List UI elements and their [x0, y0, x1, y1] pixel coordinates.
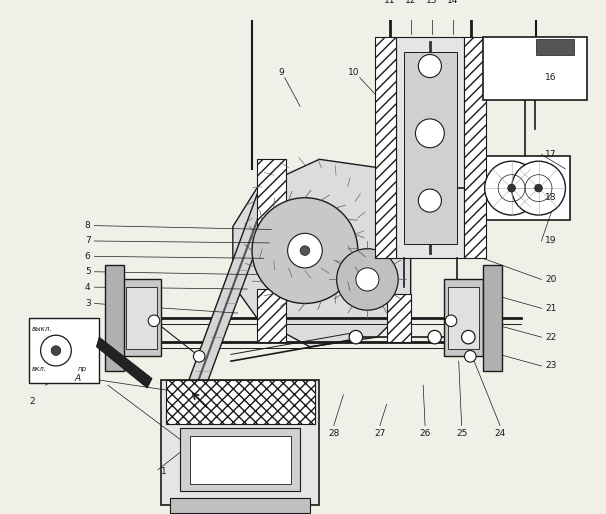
Text: вкл.: вкл.	[32, 366, 47, 372]
Text: выкл.: выкл.	[32, 326, 53, 333]
Bar	[190, 436, 290, 484]
Bar	[536, 39, 574, 54]
Circle shape	[252, 198, 358, 303]
Circle shape	[41, 335, 72, 366]
Bar	[404, 51, 457, 244]
Text: 2: 2	[29, 397, 35, 406]
Bar	[161, 380, 319, 505]
Text: 16: 16	[545, 73, 557, 82]
Circle shape	[428, 331, 441, 344]
Circle shape	[356, 268, 379, 291]
Text: 28: 28	[328, 429, 339, 438]
Polygon shape	[96, 337, 152, 388]
Bar	[387, 169, 411, 246]
Text: 25: 25	[456, 429, 467, 438]
Text: пр: пр	[78, 366, 87, 372]
Text: 3: 3	[85, 299, 90, 308]
Circle shape	[288, 233, 322, 268]
Text: 6: 6	[85, 252, 90, 261]
Bar	[257, 289, 285, 342]
Circle shape	[462, 331, 475, 344]
Text: 15: 15	[545, 42, 557, 51]
Bar	[464, 37, 485, 259]
Bar	[396, 37, 464, 259]
Text: 5: 5	[85, 267, 90, 276]
Polygon shape	[233, 159, 411, 347]
Bar	[387, 294, 411, 342]
Text: 14: 14	[447, 0, 459, 5]
Bar	[122, 280, 161, 356]
Text: 26: 26	[419, 429, 431, 438]
Text: 7: 7	[85, 236, 90, 246]
Circle shape	[418, 189, 441, 212]
Text: 19: 19	[545, 236, 557, 246]
Circle shape	[508, 185, 516, 192]
Text: 24: 24	[494, 429, 505, 438]
Text: 18: 18	[545, 193, 557, 202]
Circle shape	[349, 331, 362, 344]
Text: 27: 27	[375, 429, 385, 438]
Text: А: А	[74, 374, 81, 383]
Text: 1: 1	[161, 467, 167, 476]
Bar	[165, 380, 315, 424]
Circle shape	[337, 249, 398, 310]
Text: 10: 10	[348, 68, 360, 77]
Circle shape	[416, 119, 444, 148]
Circle shape	[534, 185, 542, 192]
Bar	[105, 265, 124, 371]
Bar	[126, 287, 157, 348]
Circle shape	[418, 54, 441, 78]
Bar	[375, 37, 396, 259]
Text: 4: 4	[85, 283, 90, 291]
Text: 13: 13	[426, 0, 438, 5]
Bar	[448, 287, 479, 348]
Circle shape	[300, 246, 310, 255]
Text: 9: 9	[278, 68, 284, 77]
Text: 20: 20	[545, 275, 557, 284]
Text: 23: 23	[545, 361, 557, 371]
Bar	[483, 37, 587, 100]
Text: 11: 11	[384, 0, 395, 5]
Polygon shape	[180, 169, 285, 405]
Text: 12: 12	[405, 0, 416, 5]
Circle shape	[51, 346, 61, 355]
Bar	[444, 280, 483, 356]
Bar	[480, 156, 570, 220]
Circle shape	[511, 161, 565, 215]
Circle shape	[148, 315, 160, 326]
Bar	[29, 318, 99, 383]
Bar	[180, 429, 300, 491]
Bar	[257, 159, 285, 236]
Circle shape	[193, 351, 205, 362]
Circle shape	[485, 161, 539, 215]
Circle shape	[445, 315, 457, 326]
Text: 8: 8	[85, 221, 90, 230]
Circle shape	[464, 351, 476, 362]
Text: 21: 21	[545, 304, 557, 313]
Bar	[170, 498, 310, 513]
Text: 22: 22	[545, 333, 556, 342]
Text: 17: 17	[545, 150, 557, 159]
Bar	[483, 265, 502, 371]
